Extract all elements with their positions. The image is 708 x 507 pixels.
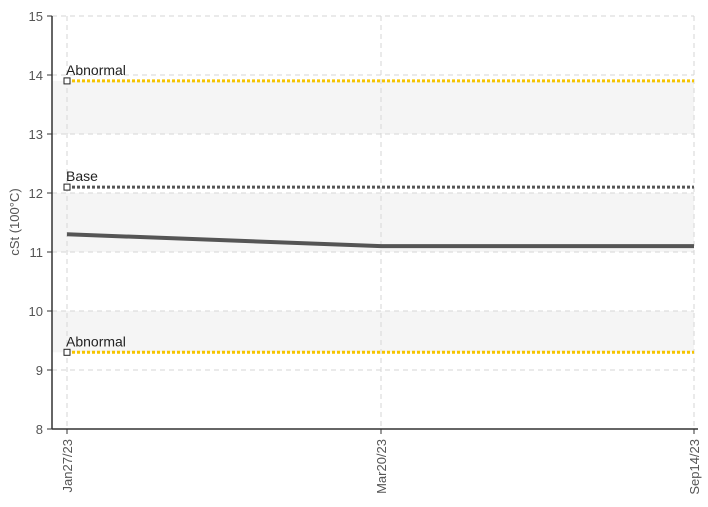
y-tick-label: 12 <box>29 186 43 201</box>
band-2 <box>52 311 694 353</box>
band-1 <box>52 193 694 252</box>
y-tick-label: 13 <box>29 127 43 142</box>
reference-lines: Abnormal Base Abnormal <box>63 62 694 356</box>
y-tick-label: 15 <box>29 9 43 24</box>
y-tick-label: 11 <box>30 245 44 260</box>
y-tick-labels: 8 9 10 11 12 13 14 15 <box>29 9 43 437</box>
y-tick-label: 10 <box>29 304 43 319</box>
y-tick-label: 9 <box>36 363 43 378</box>
x-tick-label: Mar20/23 <box>374 439 389 494</box>
reference-marker-2 <box>63 348 71 356</box>
y-axis-title: cSt (100°C) <box>7 188 22 255</box>
x-tick-label: Jan27/23 <box>60 439 75 493</box>
x-tick-label: Sep14/23 <box>687 439 702 495</box>
grid-lines <box>52 15 695 429</box>
reference-marker-0 <box>63 77 71 85</box>
axes <box>47 15 698 434</box>
reference-label-2: Abnormal <box>66 333 126 349</box>
reference-label-0: Abnormal <box>66 62 126 78</box>
reference-marker-1 <box>63 183 71 191</box>
reference-label-1: Base <box>66 168 98 184</box>
series-line-0 <box>66 232 694 249</box>
series-lines <box>66 232 694 249</box>
y-tick-label: 8 <box>36 422 43 437</box>
background-bands <box>52 80 694 353</box>
x-tick-labels: Jan27/23 Mar20/23 Sep14/23 <box>60 439 702 495</box>
y-tick-label: 14 <box>29 68 43 83</box>
band-0 <box>52 80 694 134</box>
